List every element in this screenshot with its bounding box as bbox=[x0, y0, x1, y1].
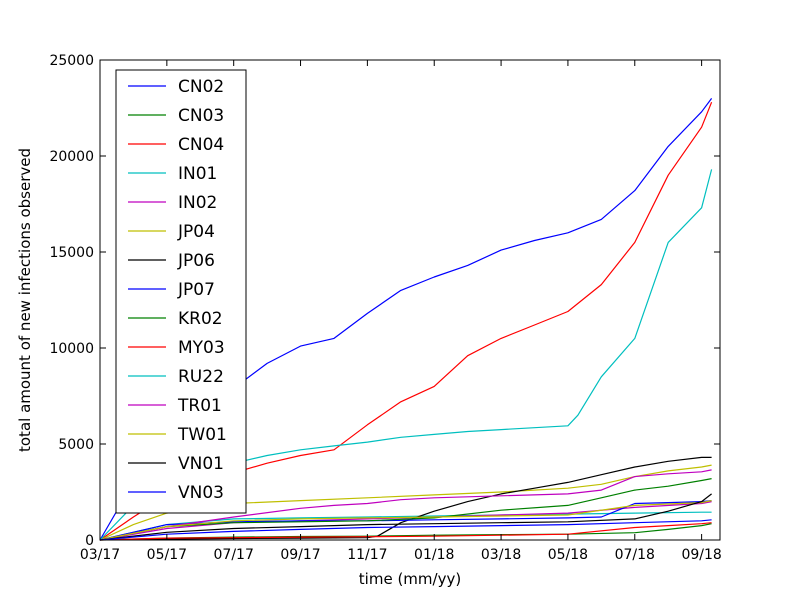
legend-label-jp04: JP04 bbox=[177, 222, 215, 242]
legend-label-kr02: KR02 bbox=[178, 309, 223, 329]
x-tick-label: 03/17 bbox=[80, 547, 120, 563]
axis-ticks: 0 5000 10000 15000 20000 25000 03/17 05/17 07/17… bbox=[49, 53, 721, 563]
x-tick-label: 09/17 bbox=[280, 547, 320, 563]
legend-label-in02: IN02 bbox=[178, 193, 217, 213]
y-axis-label: total amount of new infections observed bbox=[16, 148, 34, 452]
x-tick-label: 07/18 bbox=[615, 547, 655, 563]
y-tick-label: 0 bbox=[85, 533, 94, 549]
legend-label-cn04: CN04 bbox=[178, 135, 224, 155]
x-tick-label: 11/17 bbox=[347, 547, 387, 563]
legend-label-jp07: JP07 bbox=[177, 280, 215, 300]
x-tick-label: 09/18 bbox=[681, 547, 721, 563]
legend-label-in01: IN01 bbox=[178, 164, 217, 184]
x-tick-label: 05/17 bbox=[147, 547, 187, 563]
legend-label-tw01: TW01 bbox=[177, 425, 227, 445]
legend: CN02 CN03 CN04 IN01 IN02 JP04 JP06 JP07 KR02 MY03… bbox=[115, 69, 247, 514]
series-line-my03 bbox=[99, 522, 712, 541]
legend-label-cn03: CN03 bbox=[178, 106, 224, 126]
series-line-vn03 bbox=[99, 519, 712, 541]
series-line-jp06 bbox=[99, 456, 712, 541]
y-tick-label: 20000 bbox=[49, 149, 94, 165]
y-tick-label: 10000 bbox=[49, 341, 94, 357]
legend-label-tr01: TR01 bbox=[177, 396, 222, 416]
legend-label-ru22: RU22 bbox=[178, 367, 224, 387]
legend-label-jp06: JP06 bbox=[177, 251, 215, 271]
legend-label-vn03: VN03 bbox=[178, 483, 224, 503]
x-axis-label: time (mm/yy) bbox=[359, 570, 461, 588]
y-tick-label: 5000 bbox=[58, 437, 94, 453]
y-tick-label: 15000 bbox=[49, 245, 94, 261]
series-line-tr01 bbox=[99, 469, 712, 541]
x-tick-label: 05/18 bbox=[548, 547, 588, 563]
y-tick-label: 25000 bbox=[49, 53, 94, 69]
x-tick-label: 03/18 bbox=[481, 547, 521, 563]
plot-area-frame bbox=[99, 59, 721, 541]
series-line-kr02 bbox=[99, 478, 712, 541]
series-line-tw01 bbox=[99, 500, 712, 541]
series-line-jp07 bbox=[99, 500, 712, 541]
legend-label-vn01: VN01 bbox=[178, 454, 224, 474]
legend-label-cn02: CN02 bbox=[178, 77, 224, 97]
series-line-vn01 bbox=[99, 493, 712, 541]
x-tick-label: 07/17 bbox=[214, 547, 254, 563]
legend-label-my03: MY03 bbox=[178, 338, 225, 358]
x-tick-label: 01/18 bbox=[414, 547, 454, 563]
